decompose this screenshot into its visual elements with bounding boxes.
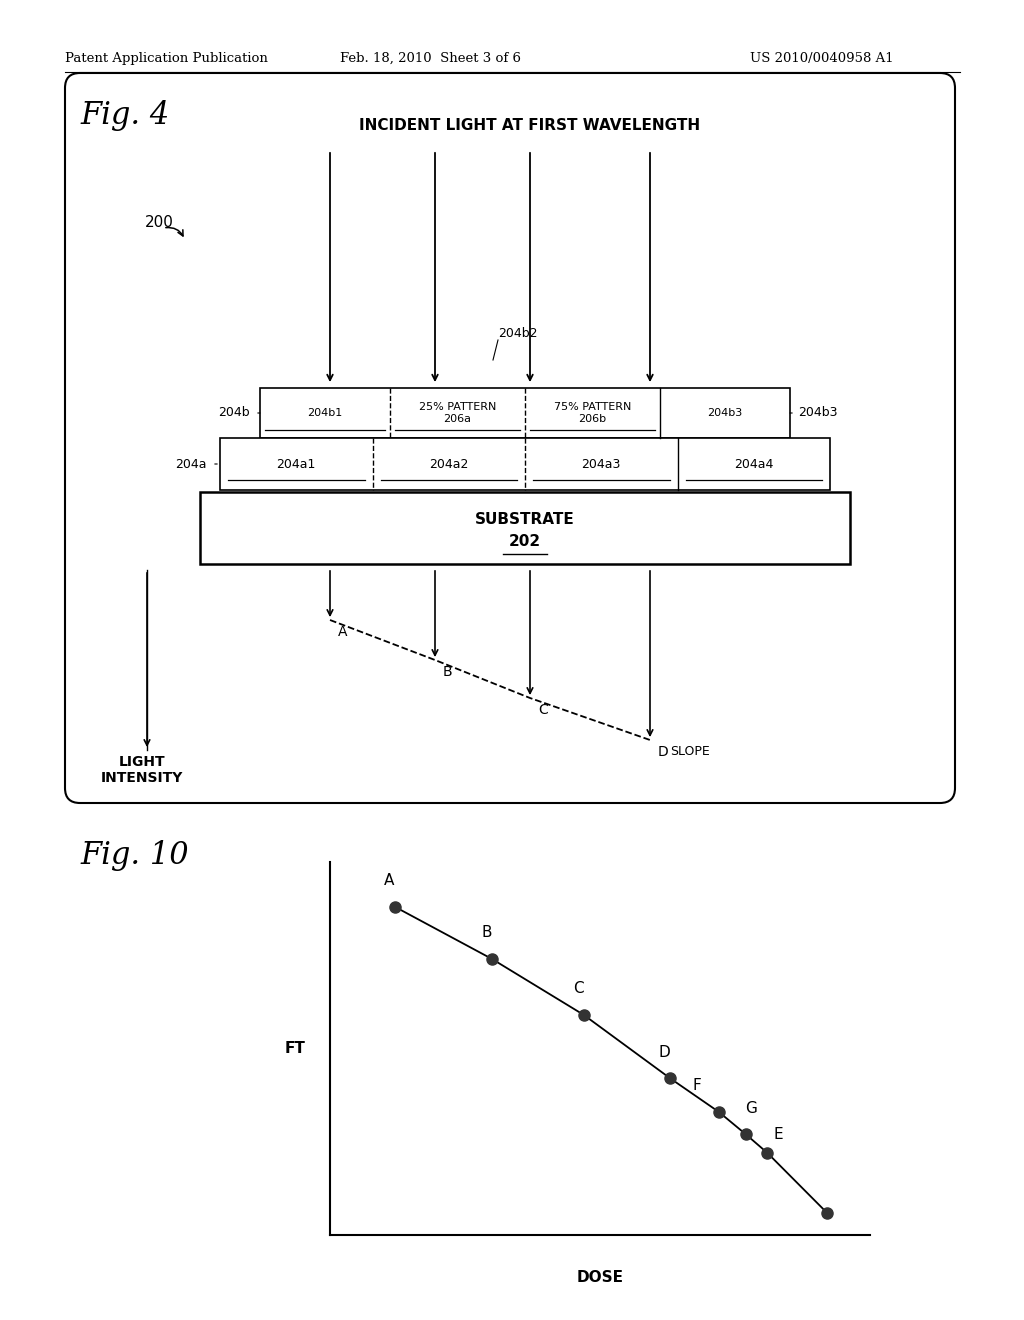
Text: 204b3: 204b3	[798, 407, 838, 420]
Text: D: D	[658, 744, 669, 759]
Text: A: A	[338, 624, 347, 639]
Text: Fig. 4: Fig. 4	[80, 100, 169, 131]
Text: 75% PATTERN
206b: 75% PATTERN 206b	[554, 403, 631, 424]
Text: 204a1: 204a1	[276, 458, 316, 470]
Text: A: A	[384, 873, 394, 888]
Text: E: E	[773, 1127, 783, 1142]
Bar	[260, 388, 790, 438]
Text: 204b: 204b	[218, 407, 250, 420]
Text: 204a4: 204a4	[734, 458, 773, 470]
Bar	[200, 492, 850, 564]
Text: INCIDENT LIGHT AT FIRST WAVELENGTH: INCIDENT LIGHT AT FIRST WAVELENGTH	[359, 117, 700, 133]
Text: F: F	[693, 1078, 701, 1093]
Text: C: C	[538, 704, 548, 717]
Text: D: D	[658, 1044, 671, 1060]
Text: Fig. 10: Fig. 10	[80, 840, 188, 871]
Bar	[220, 438, 830, 490]
FancyBboxPatch shape	[65, 73, 955, 803]
Text: Patent Application Publication: Patent Application Publication	[65, 51, 268, 65]
Text: SUBSTRATE: SUBSTRATE	[475, 512, 574, 528]
Text: 204b2: 204b2	[498, 327, 538, 341]
Text: 204a: 204a	[175, 458, 207, 470]
Text: 202: 202	[509, 535, 541, 549]
Text: DOSE: DOSE	[577, 1270, 624, 1284]
Text: 204b3: 204b3	[708, 408, 742, 418]
Text: LIGHT
INTENSITY: LIGHT INTENSITY	[100, 755, 183, 785]
Text: B: B	[443, 665, 453, 678]
Text: US 2010/0040958 A1: US 2010/0040958 A1	[750, 51, 894, 65]
Text: FT: FT	[284, 1041, 305, 1056]
Text: 204a3: 204a3	[582, 458, 621, 470]
Text: B: B	[481, 925, 492, 940]
Text: SLOPE: SLOPE	[670, 744, 710, 758]
Text: 200: 200	[145, 215, 174, 230]
Text: Feb. 18, 2010  Sheet 3 of 6: Feb. 18, 2010 Sheet 3 of 6	[340, 51, 520, 65]
Text: G: G	[745, 1101, 757, 1115]
Text: C: C	[573, 981, 584, 997]
Text: 25% PATTERN
206a: 25% PATTERN 206a	[419, 403, 497, 424]
Text: 204a2: 204a2	[429, 458, 468, 470]
Text: 204b1: 204b1	[307, 408, 343, 418]
